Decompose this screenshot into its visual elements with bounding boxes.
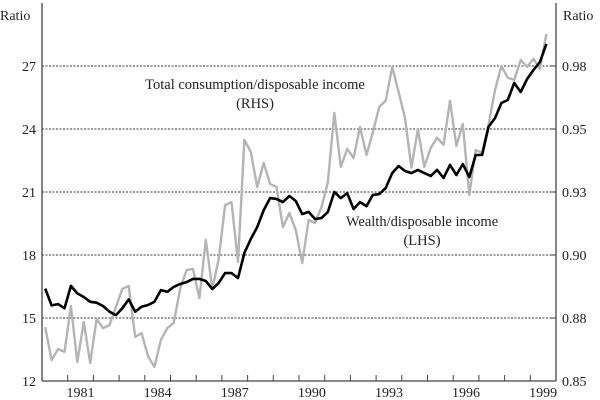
right-tick-label: 0.93 (562, 186, 587, 201)
x-tick-label: 1990 (298, 386, 326, 400)
left-tick-label: 24 (22, 123, 36, 138)
right-tick-label: 0.85 (562, 375, 587, 390)
right-axis-label: Ratio (563, 9, 593, 24)
right-tick-label: 0.88 (562, 312, 587, 327)
x-tick-label: 1981 (67, 386, 95, 400)
x-tick-label: 1987 (221, 386, 249, 400)
left-tick-label: 12 (22, 375, 36, 390)
left-tick-label: 21 (22, 186, 36, 201)
series-note-wealth: (LHS) (403, 233, 440, 249)
series-lines (43, 33, 548, 369)
left-tick-label: 15 (22, 312, 36, 327)
x-tick-label: 1993 (375, 386, 403, 400)
consumption-income-line (44, 33, 548, 369)
x-tick-label: 1984 (144, 386, 172, 400)
left-axis-label: Ratio (0, 9, 30, 24)
series-label-consumption: Total consumption/disposable income (145, 77, 365, 93)
left-tick-label: 18 (22, 249, 36, 264)
right-tick-label: 0.98 (562, 60, 587, 75)
left-tick-label: 27 (22, 60, 36, 75)
right-tick-label: 0.95 (562, 123, 587, 138)
right-tick-label: 0.90 (562, 249, 587, 264)
x-tick-label: 1999 (529, 386, 557, 400)
series-label-wealth: Wealth/disposable income (346, 214, 498, 230)
gridlines (42, 65, 556, 319)
series-note-consumption: (RHS) (236, 96, 274, 112)
wealth-income-line (43, 43, 548, 317)
x-tick-label: 1996 (452, 386, 480, 400)
axes: 12 15 18 21 24 27 0.85 0.88 0.90 0.93 0.95 0.98 1981… (22, 3, 587, 400)
